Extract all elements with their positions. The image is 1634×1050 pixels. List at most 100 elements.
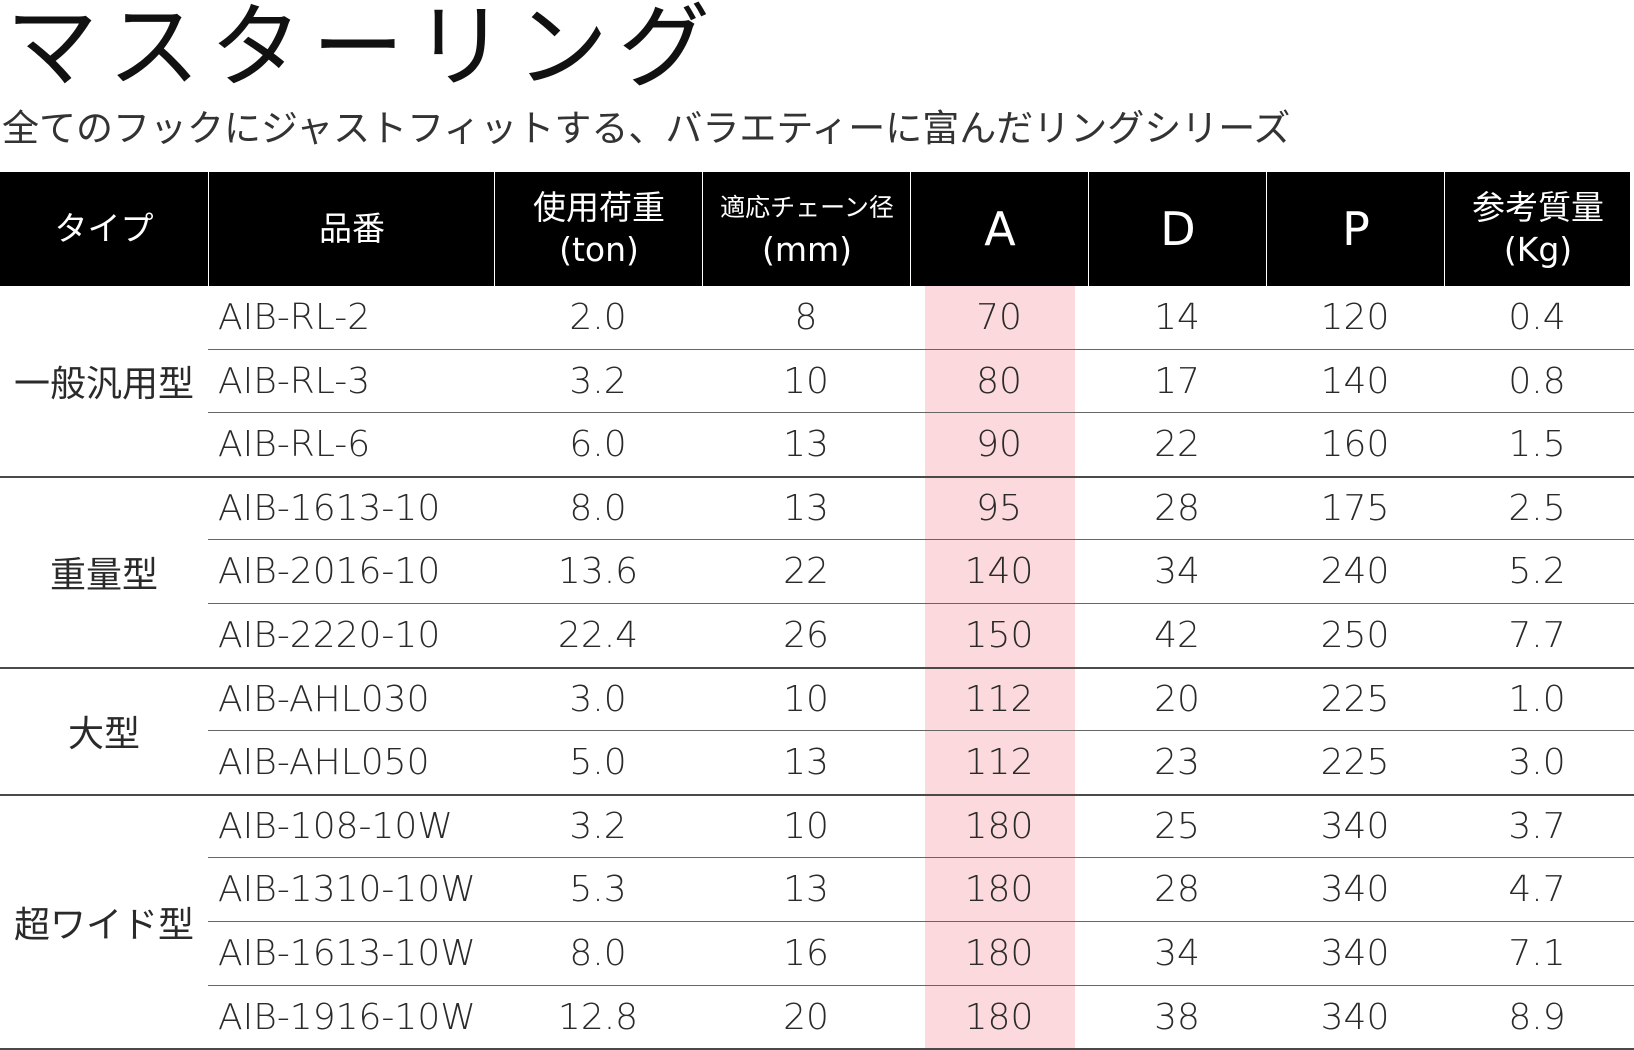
header-dim-a: A <box>910 172 1089 286</box>
cell-mass: 8.9 <box>1508 996 1566 1038</box>
cell-dim-d: 22 <box>1154 424 1200 466</box>
cell-dim-p: 240 <box>1320 551 1390 593</box>
cell-part-number: AIB-1613-10 <box>218 487 441 529</box>
cell-part-number: AIB-RL-6 <box>218 424 371 466</box>
header-label: A <box>984 202 1016 256</box>
cell-mass: 3.0 <box>1508 742 1566 784</box>
cell-dim-a: 70 <box>976 297 1022 338</box>
header-dim-d: D <box>1088 172 1267 286</box>
cell-chain-size: 20 <box>783 996 829 1038</box>
cell-dim-a: 180 <box>964 805 1034 847</box>
cell-dim-d: 17 <box>1154 360 1200 402</box>
cell-dim-d: 34 <box>1154 551 1200 593</box>
cell-mass: 1.0 <box>1508 678 1566 720</box>
type-label: 超ワイド型 <box>13 904 194 946</box>
header-dim-p: P <box>1266 172 1445 286</box>
row-divider <box>208 984 1634 986</box>
group-divider <box>0 793 1634 796</box>
cell-dim-p: 340 <box>1320 933 1390 974</box>
cell-chain-size: 10 <box>783 678 829 720</box>
cell-mass: 4.7 <box>1508 869 1566 911</box>
cell-part-number: AIB-AHL050 <box>218 742 430 784</box>
header-label: P <box>1342 202 1370 256</box>
cell-mass: 1.5 <box>1508 424 1566 466</box>
group-divider <box>0 1048 1634 1050</box>
page-title: マスターリング <box>6 0 721 101</box>
cell-mass: 3.7 <box>1508 805 1566 847</box>
cell-dim-a: 150 <box>964 615 1034 656</box>
cell-mass: 0.8 <box>1508 360 1566 402</box>
cell-part-number: AIB-1613-10W <box>218 933 476 974</box>
cell-mass: 7.1 <box>1508 933 1566 974</box>
cell-dim-d: 42 <box>1154 615 1200 656</box>
row-divider <box>208 921 1634 922</box>
row-divider <box>208 857 1634 859</box>
cell-working-load: 6.0 <box>569 424 627 466</box>
cell-dim-p: 225 <box>1320 742 1390 784</box>
cell-dim-d: 28 <box>1154 487 1200 529</box>
cell-dim-p: 140 <box>1320 360 1390 402</box>
group-divider <box>0 475 1634 478</box>
cell-chain-size: 16 <box>783 933 829 974</box>
cell-chain-size: 10 <box>783 360 829 402</box>
row-divider <box>208 603 1634 604</box>
cell-dim-p: 225 <box>1320 678 1390 720</box>
cell-chain-size: 8 <box>794 297 818 338</box>
cell-part-number: AIB-RL-3 <box>218 360 371 402</box>
cell-working-load: 5.0 <box>569 742 627 784</box>
cell-part-number: AIB-2220-10 <box>218 615 441 656</box>
cell-dim-a: 80 <box>976 360 1022 402</box>
header-type: タイプ <box>0 172 208 286</box>
cell-part-number: AIB-2016-10 <box>218 551 441 593</box>
row-divider <box>208 348 1634 350</box>
cell-mass: 2.5 <box>1508 487 1566 529</box>
cell-part-number: AIB-1916-10W <box>218 996 476 1038</box>
header-label: 使用荷重 <box>533 188 665 227</box>
group-divider <box>0 666 1634 669</box>
cell-chain-size: 13 <box>783 869 829 911</box>
header-label: タイプ <box>54 209 154 248</box>
cell-dim-p: 120 <box>1320 297 1390 338</box>
cell-working-load: 5.3 <box>569 869 627 911</box>
cell-dim-d: 23 <box>1154 742 1200 784</box>
cell-working-load: 3.2 <box>569 360 627 402</box>
header-unit: (Kg) <box>1503 230 1573 269</box>
cell-dim-p: 160 <box>1320 424 1390 466</box>
cell-dim-p: 175 <box>1320 487 1390 529</box>
cell-dim-d: 34 <box>1154 933 1200 974</box>
cell-dim-a: 112 <box>964 678 1034 720</box>
cell-chain-size: 10 <box>783 805 829 847</box>
type-label: 重量型 <box>49 555 158 597</box>
cell-dim-a: 90 <box>976 424 1022 466</box>
cell-dim-a: 180 <box>964 933 1034 974</box>
header-unit: (mm) <box>761 230 853 269</box>
header-label: 参考質量 <box>1472 188 1604 227</box>
cell-chain-size: 26 <box>783 615 829 656</box>
cell-working-load: 8.0 <box>569 933 627 974</box>
type-label: 一般汎用型 <box>13 364 194 406</box>
cell-dim-a: 112 <box>964 742 1034 784</box>
cell-dim-a: 140 <box>964 551 1034 593</box>
cell-dim-d: 38 <box>1154 996 1200 1038</box>
cell-part-number: AIB-1310-10W <box>218 869 476 911</box>
spec-table: タイプ 品番 使用荷重 (ton) 適応チェーン径 (mm) A D P 参考質量 (Kg) 一般汎… <box>0 172 1634 1050</box>
cell-dim-p: 250 <box>1320 615 1390 656</box>
cell-dim-d: 28 <box>1154 869 1200 911</box>
header-label: D <box>1160 202 1196 256</box>
cell-dim-d: 25 <box>1154 805 1200 847</box>
cell-mass: 0.4 <box>1508 297 1566 338</box>
cell-part-number: AIB-AHL030 <box>218 678 430 720</box>
header-part-number: 品番 <box>208 172 495 286</box>
cell-chain-size: 13 <box>783 487 829 529</box>
cell-dim-p: 340 <box>1320 996 1390 1038</box>
header-mass: 参考質量 (Kg) <box>1444 172 1631 286</box>
header-working-load: 使用荷重 (ton) <box>494 172 703 286</box>
cell-dim-a: 180 <box>964 869 1034 911</box>
page-subtitle: 全てのフックにジャストフィットする、バラエティーに富んだリングシリーズ <box>2 107 1291 150</box>
header-unit: (ton) <box>559 230 639 269</box>
row-divider <box>208 412 1634 414</box>
type-label: 大型 <box>67 714 140 756</box>
cell-dim-a: 95 <box>976 487 1022 529</box>
cell-working-load: 2.0 <box>569 297 627 338</box>
header-label: 適応チェーン径 <box>720 193 894 222</box>
